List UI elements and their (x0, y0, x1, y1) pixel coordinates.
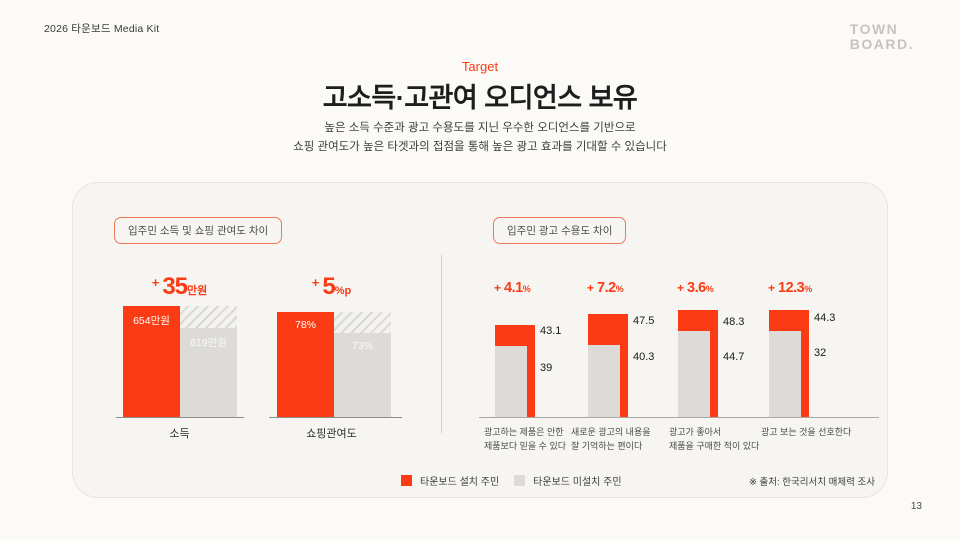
section-divider (441, 255, 442, 433)
subtitle-line2: 쇼핑 관여도가 높은 타겟과의 접점을 통해 높은 광고 효과를 기대할 수 있… (293, 140, 667, 153)
diff-value: 35 (162, 273, 188, 300)
shopping-bar-installed: 78% (277, 312, 334, 417)
left-section-badge: 입주민 소득 및 쇼핑 관여도 차이 (114, 217, 283, 244)
income-bar-installed-value: 654만원 (133, 315, 170, 327)
main-card: 입주민 소득 및 쇼핑 관여도 차이 입주민 광고 수용도 차이 +35만원 6… (72, 182, 888, 498)
legend-label-not-installed: 타운보드 미설치 주민 (533, 477, 622, 488)
shopping-bar-not-installed: 73% (334, 333, 391, 417)
income-bar-installed: 654만원 (123, 306, 180, 417)
statement-line2: 잘 기억하는 편이다 (571, 440, 643, 451)
income-axis-line (116, 417, 244, 418)
diff-unit: 만원 (187, 285, 208, 297)
ad-value-not-installed-1: 39 (540, 362, 553, 374)
diff-unit: % (522, 284, 531, 294)
shopping-bar-installed-value: 78% (294, 319, 316, 331)
diff-unit: % (705, 284, 714, 294)
diff-value: 12.3 (778, 280, 805, 296)
income-category-label: 소득 (169, 428, 190, 440)
page-subtitle: 높은 소득 수준과 광고 수용도를 지닌 우수한 오디언스를 기반으로 쇼핑 관… (0, 119, 960, 157)
ad-bar-not-installed-1 (495, 346, 527, 417)
page-number: 13 (910, 501, 922, 512)
ad-statement-2: 새로운 광고의 내용을 잘 기억하는 편이다 (571, 426, 651, 454)
income-bar-not-installed: 619만원 (180, 328, 237, 417)
eyebrow-target: Target (461, 59, 499, 74)
ad-value-installed-4: 44.3 (814, 312, 836, 324)
ad-value-not-installed-3: 44.7 (723, 351, 745, 363)
ad-value-installed-3: 48.3 (723, 316, 745, 328)
diff-value: 5 (322, 273, 335, 300)
plus-sign: + (587, 281, 595, 295)
statement-line1: 광고 보는 것을 선호한다 (761, 427, 852, 437)
statement-line1: 광고가 좋아서 (669, 427, 722, 437)
ad-diff-label-4: +12.3% (768, 279, 812, 297)
page-title: 고소득·고관여 오디언스 보유 (322, 83, 638, 113)
plus-sign: + (311, 275, 320, 290)
ad-statement-4: 광고 보는 것을 선호한다 (761, 426, 851, 440)
brand-logo-line1: TOWN (849, 21, 899, 37)
plus-sign: + (768, 281, 776, 295)
diff-unit: %p (334, 285, 352, 297)
shopping-axis-line (269, 417, 402, 418)
plus-sign: + (494, 281, 502, 295)
source-note: ※ 출처: 한국리서치 매체력 조사 (748, 477, 875, 488)
diff-value: 4.1 (504, 280, 523, 296)
ad-value-not-installed-2: 40.3 (633, 351, 655, 363)
plus-sign: + (151, 275, 160, 290)
ad-diff-label-2: +7.2% (587, 279, 624, 297)
ad-bar-not-installed-2 (588, 345, 620, 417)
brand-logo-line2: BOARD. (849, 36, 914, 53)
diff-value: 7.2 (597, 280, 616, 296)
income-bar-not-installed-value: 619만원 (190, 337, 227, 349)
diff-unit: % (615, 284, 624, 294)
ad-value-installed-1: 43.1 (540, 325, 562, 337)
kit-label: 2026 타운보드 Media Kit (44, 23, 160, 35)
legend-swatch-installed (401, 475, 412, 486)
statement-line1: 광고하는 제품은 안한 (484, 427, 564, 437)
ad-axis-line (479, 417, 879, 418)
plus-sign: + (677, 281, 685, 295)
shopping-category-label: 쇼핑관여도 (306, 428, 357, 440)
legend-label-installed: 타운보드 설치 주민 (420, 477, 500, 488)
shopping-diff-label: +5%p (265, 273, 398, 301)
diff-value: 3.6 (687, 280, 706, 296)
ad-statement-1: 광고하는 제품은 안한 제품보다 믿을 수 있다 (484, 426, 566, 454)
right-section-badge: 입주민 광고 수용도 차이 (493, 217, 627, 244)
brand-logo: TOWN BOARD. (849, 21, 914, 53)
shopping-diff-hatch (334, 312, 391, 333)
ad-value-not-installed-4: 32 (814, 347, 827, 359)
subtitle-line1: 높은 소득 수준과 광고 수용도를 지닌 우수한 오디언스를 기반으로 (324, 122, 636, 134)
ad-diff-label-1: +4.1% (494, 279, 531, 297)
ad-bar-not-installed-3 (678, 331, 710, 417)
income-diff-hatch (180, 306, 237, 328)
statement-line1: 새로운 광고의 내용을 (571, 427, 651, 437)
shopping-bar-not-installed-value: 73% (351, 340, 373, 352)
ad-value-installed-2: 47.5 (633, 315, 655, 327)
ad-statement-3: 광고가 좋아서 제품을 구매한 적이 있다 (669, 426, 759, 454)
statement-line2: 제품을 구매한 적이 있다 (669, 440, 760, 451)
statement-line2: 제품보다 믿을 수 있다 (484, 440, 567, 451)
ad-bar-not-installed-4 (769, 331, 801, 417)
legend: 타운보드 설치 주민 타운보드 미설치 주민 (401, 473, 622, 488)
legend-swatch-not-installed (514, 475, 526, 486)
ad-diff-label-3: +3.6% (677, 279, 714, 297)
income-diff-label: +35만원 (113, 273, 246, 301)
diff-unit: % (804, 284, 813, 294)
